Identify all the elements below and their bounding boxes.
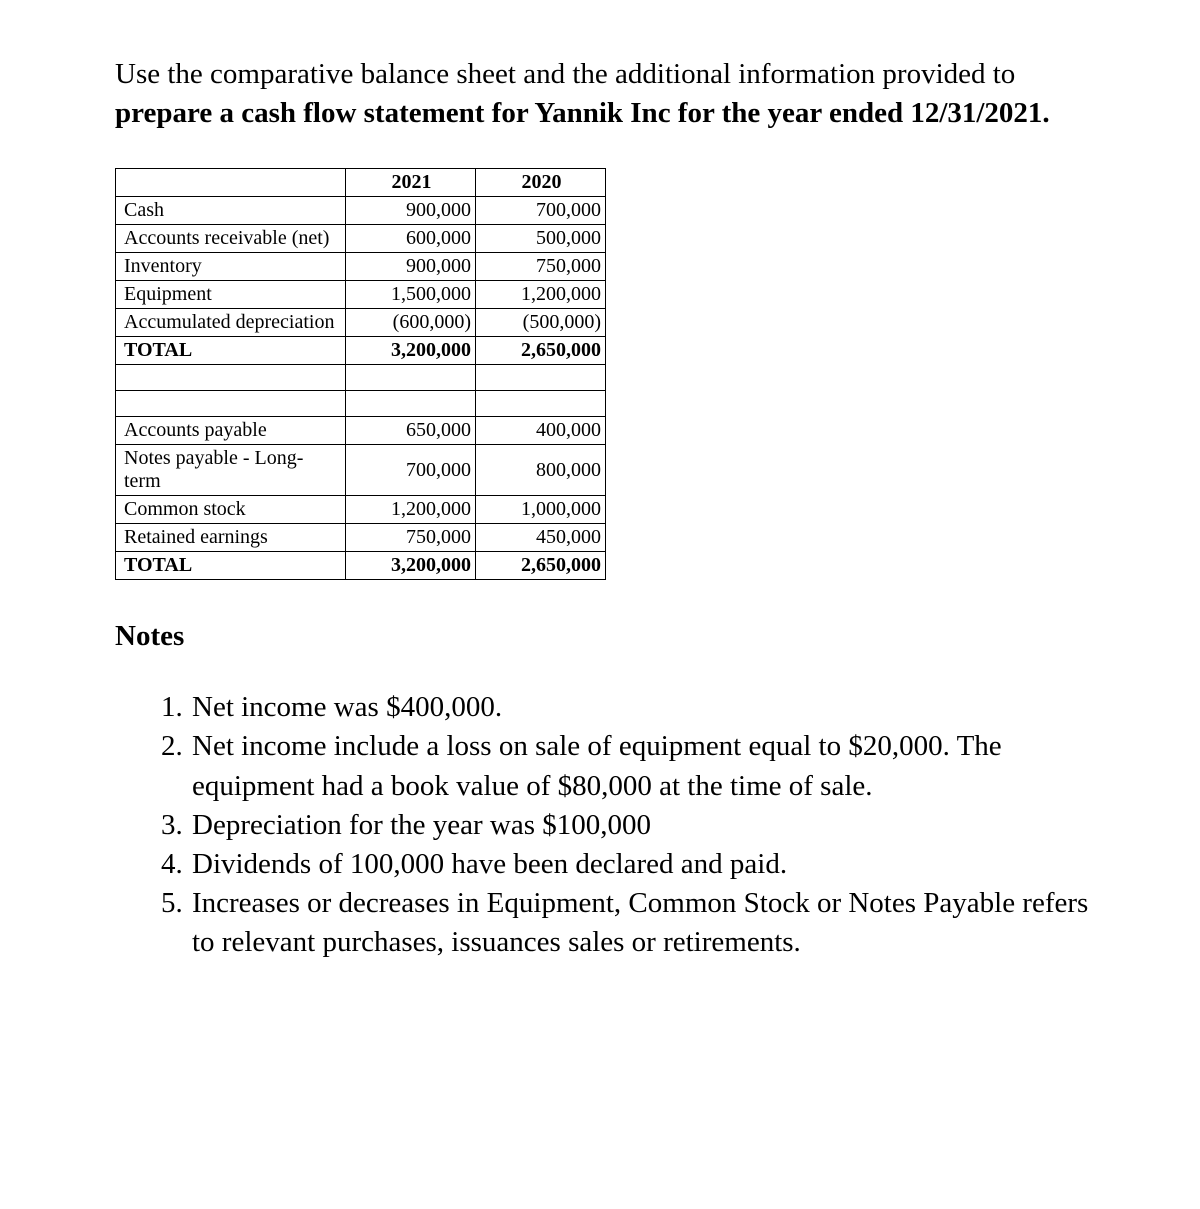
table-row: Common stock 1,200,000 1,000,000 [116, 496, 606, 524]
row-label: Retained earnings [116, 524, 346, 552]
total-2020: 2,650,000 [476, 552, 606, 580]
notes-item: Dividends of 100,000 have been declared … [190, 845, 1115, 884]
row-2020: (500,000) [476, 309, 606, 337]
row-2020: 800,000 [476, 445, 606, 496]
table-row: Cash 900,000 700,000 [116, 197, 606, 225]
table-empty-row [116, 391, 606, 417]
row-2020: 400,000 [476, 417, 606, 445]
row-label: Accounts payable [116, 417, 346, 445]
table-row: Accumulated depreciation (600,000) (500,… [116, 309, 606, 337]
row-2021: 900,000 [346, 253, 476, 281]
row-2021: 750,000 [346, 524, 476, 552]
table-row: Equipment 1,500,000 1,200,000 [116, 281, 606, 309]
row-2020: 500,000 [476, 225, 606, 253]
total-2020: 2,650,000 [476, 337, 606, 365]
intro-text-bold: prepare a cash flow statement for Yannik… [115, 97, 1050, 129]
table-header-row: 2021 2020 [116, 169, 606, 197]
row-2021: 600,000 [346, 225, 476, 253]
total-label: TOTAL [116, 552, 346, 580]
row-2020: 1,000,000 [476, 496, 606, 524]
row-label: Notes payable - Long-term [116, 445, 346, 496]
header-2021: 2021 [346, 169, 476, 197]
row-label: Equipment [116, 281, 346, 309]
row-label: Common stock [116, 496, 346, 524]
notes-list: Net income was $400,000. Net income incl… [115, 688, 1115, 962]
table-empty-row [116, 365, 606, 391]
row-2021: 1,500,000 [346, 281, 476, 309]
row-label: Accumulated depreciation [116, 309, 346, 337]
header-blank [116, 169, 346, 197]
notes-item: Net income include a loss on sale of equ… [190, 727, 1115, 805]
header-2020: 2020 [476, 169, 606, 197]
row-2021: 900,000 [346, 197, 476, 225]
intro-paragraph: Use the comparative balance sheet and th… [115, 55, 1115, 133]
row-2020: 750,000 [476, 253, 606, 281]
row-2021: 700,000 [346, 445, 476, 496]
notes-heading: Notes [115, 620, 1115, 653]
total-2021: 3,200,000 [346, 337, 476, 365]
row-2020: 1,200,000 [476, 281, 606, 309]
total-label: TOTAL [116, 337, 346, 365]
row-label: Cash [116, 197, 346, 225]
row-label: Inventory [116, 253, 346, 281]
notes-item: Increases or decreases in Equipment, Com… [190, 884, 1115, 962]
table-row: Notes payable - Long-term 700,000 800,00… [116, 445, 606, 496]
intro-text-normal: Use the comparative balance sheet and th… [115, 58, 1015, 90]
table-row: Inventory 900,000 750,000 [116, 253, 606, 281]
row-label: Accounts receivable (net) [116, 225, 346, 253]
row-2021: 1,200,000 [346, 496, 476, 524]
notes-item: Net income was $400,000. [190, 688, 1115, 727]
table-total-row: TOTAL 3,200,000 2,650,000 [116, 552, 606, 580]
table-row: Accounts payable 650,000 400,000 [116, 417, 606, 445]
table-row: Retained earnings 750,000 450,000 [116, 524, 606, 552]
row-2020: 450,000 [476, 524, 606, 552]
row-2020: 700,000 [476, 197, 606, 225]
row-2021: 650,000 [346, 417, 476, 445]
row-2021: (600,000) [346, 309, 476, 337]
table-row: Accounts receivable (net) 600,000 500,00… [116, 225, 606, 253]
balance-sheet-table: 2021 2020 Cash 900,000 700,000 Accounts … [115, 168, 606, 580]
table-total-row: TOTAL 3,200,000 2,650,000 [116, 337, 606, 365]
total-2021: 3,200,000 [346, 552, 476, 580]
notes-item: Depreciation for the year was $100,000 [190, 806, 1115, 845]
